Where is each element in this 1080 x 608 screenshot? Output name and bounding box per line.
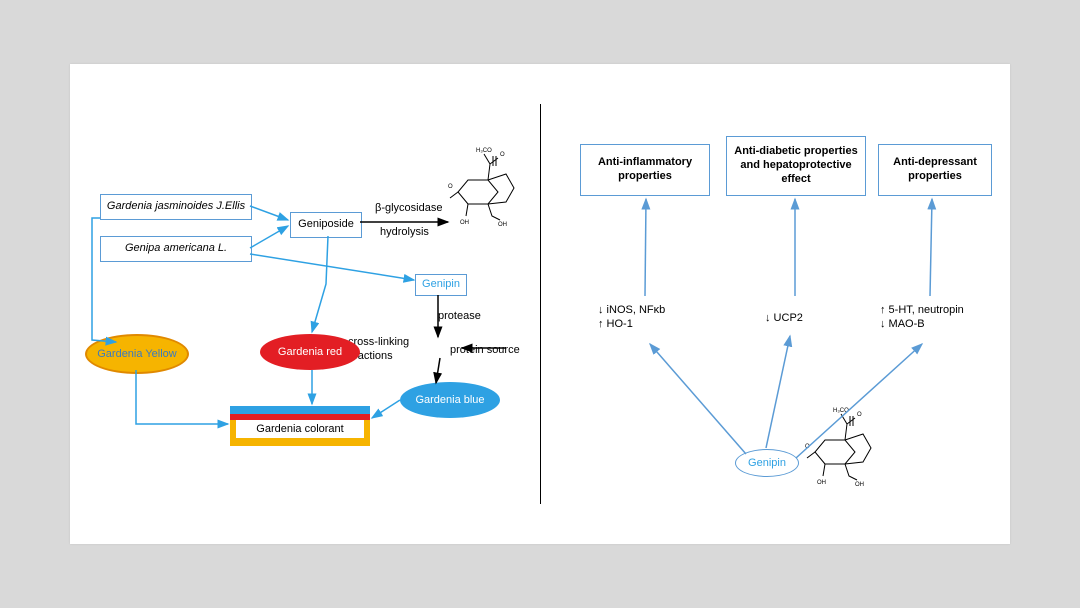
diagram-canvas: Gardenia jasminoides J.Ellis Genipa amer…	[70, 64, 1010, 544]
genipin-structure-right: H₃CO O OH OH O	[805, 404, 885, 504]
markers-5ht: ↑ 5-HT, neutropin↓ MAO-B	[880, 304, 964, 332]
svg-text:O: O	[857, 412, 862, 418]
svg-text:OH: OH	[460, 220, 469, 226]
svg-text:OH: OH	[498, 222, 507, 228]
protease-label: protease	[438, 310, 481, 324]
prop-anti-diabetic: Anti-diabetic propertiesand hepatoprotec…	[726, 136, 866, 196]
markers-inos: ↓ iNOS, NFκb↑ HO-1	[598, 304, 665, 332]
beta-glycosidase-label: β-glycosidase	[375, 202, 442, 216]
hydrolysis-label: hydrolysis	[380, 226, 429, 240]
svg-text:O: O	[448, 184, 453, 190]
svg-text:H₃CO: H₃CO	[476, 148, 492, 154]
source-gardenia-jasminoides: Gardenia jasminoides J.Ellis	[100, 194, 252, 220]
prop-anti-inflammatory: Anti-inflammatoryproperties	[580, 144, 710, 196]
source-genipa-americana: Genipa americana L.	[100, 236, 252, 262]
svg-text:O: O	[805, 444, 810, 450]
genipin-left-box: Genipin	[415, 274, 467, 296]
gardenia-yellow: Gardenia Yellow	[85, 334, 189, 374]
genipin-right: Genipin	[735, 449, 799, 477]
gardenia-blue: Gardenia blue	[400, 382, 500, 418]
geniposide-box: Geniposide	[290, 212, 362, 238]
center-divider	[540, 104, 541, 504]
svg-text:O: O	[500, 152, 505, 158]
markers-ucp2: ↓ UCP2	[765, 312, 803, 326]
genipin-structure-left: H₃CO O OH OH O	[448, 144, 528, 244]
gardenia-colorant-box: Gardenia colorant	[230, 406, 370, 446]
prop-anti-depressant: Anti-depressantproperties	[878, 144, 992, 196]
protein-source-label: protein source	[450, 344, 520, 358]
svg-text:OH: OH	[817, 480, 826, 486]
svg-text:OH: OH	[855, 482, 864, 488]
svg-text:H₃CO: H₃CO	[833, 408, 849, 414]
gardenia-red: Gardenia red	[260, 334, 360, 370]
